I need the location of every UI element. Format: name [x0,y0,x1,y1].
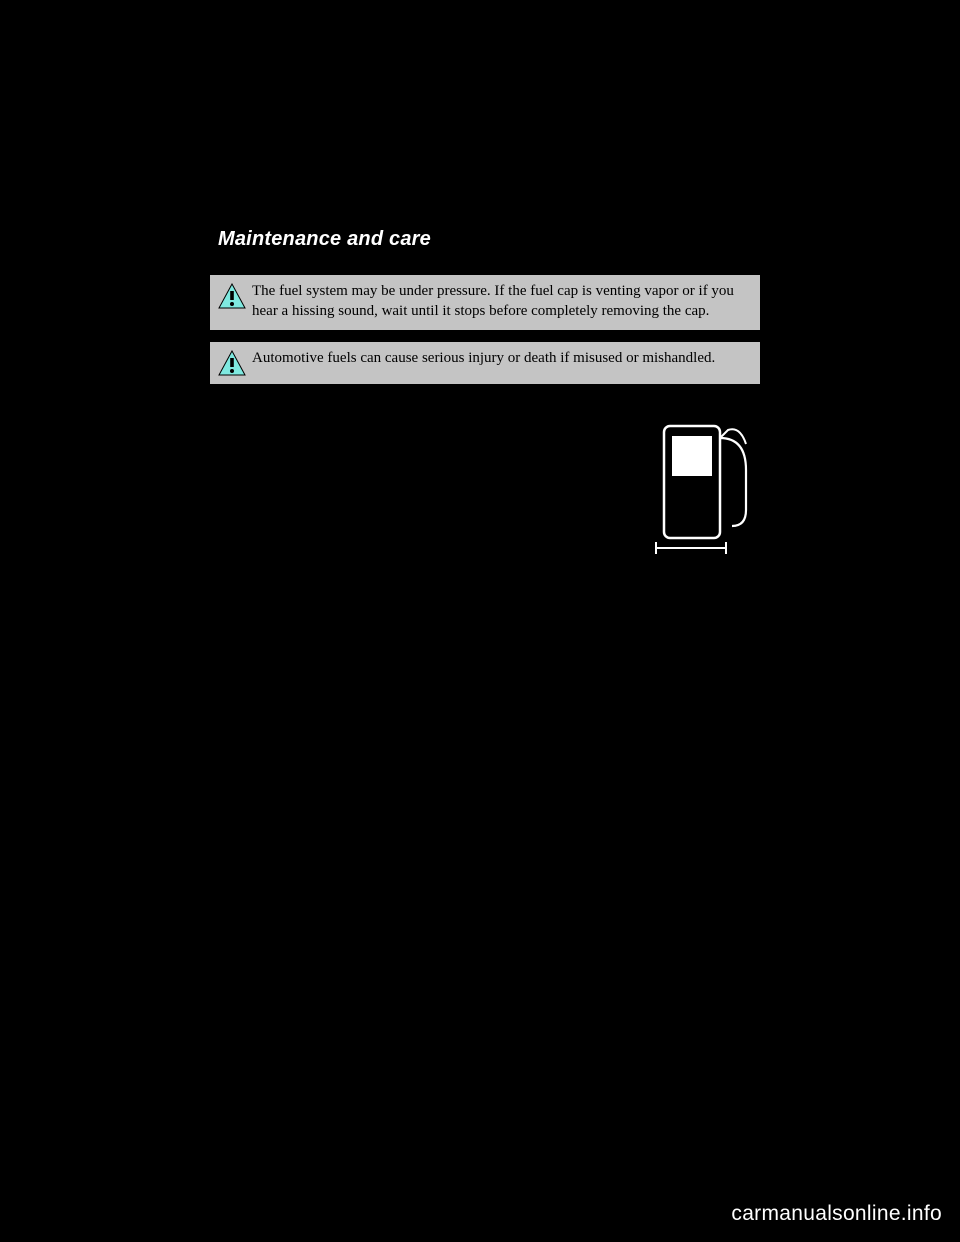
section-header: Maintenance and care [210,218,760,261]
warning-text: The fuel system may be under pressure. I… [252,283,734,319]
warning-triangle-icon [218,350,246,376]
warning-box: The fuel system may be under pressure. I… [210,275,760,330]
body-content [210,412,760,561]
document-page: Maintenance and care The fuel system may… [210,218,760,561]
watermark-text: carmanualsonline.info [731,1202,942,1226]
warning-text: Automotive fuels can cause serious injur… [252,350,715,366]
page-title: Maintenance and care [218,228,752,251]
fuel-pump-icon [650,416,760,561]
warning-triangle-icon [218,283,246,309]
warning-box: Automotive fuels can cause serious injur… [210,342,760,384]
warnings-block: The fuel system may be under pressure. I… [210,275,760,384]
